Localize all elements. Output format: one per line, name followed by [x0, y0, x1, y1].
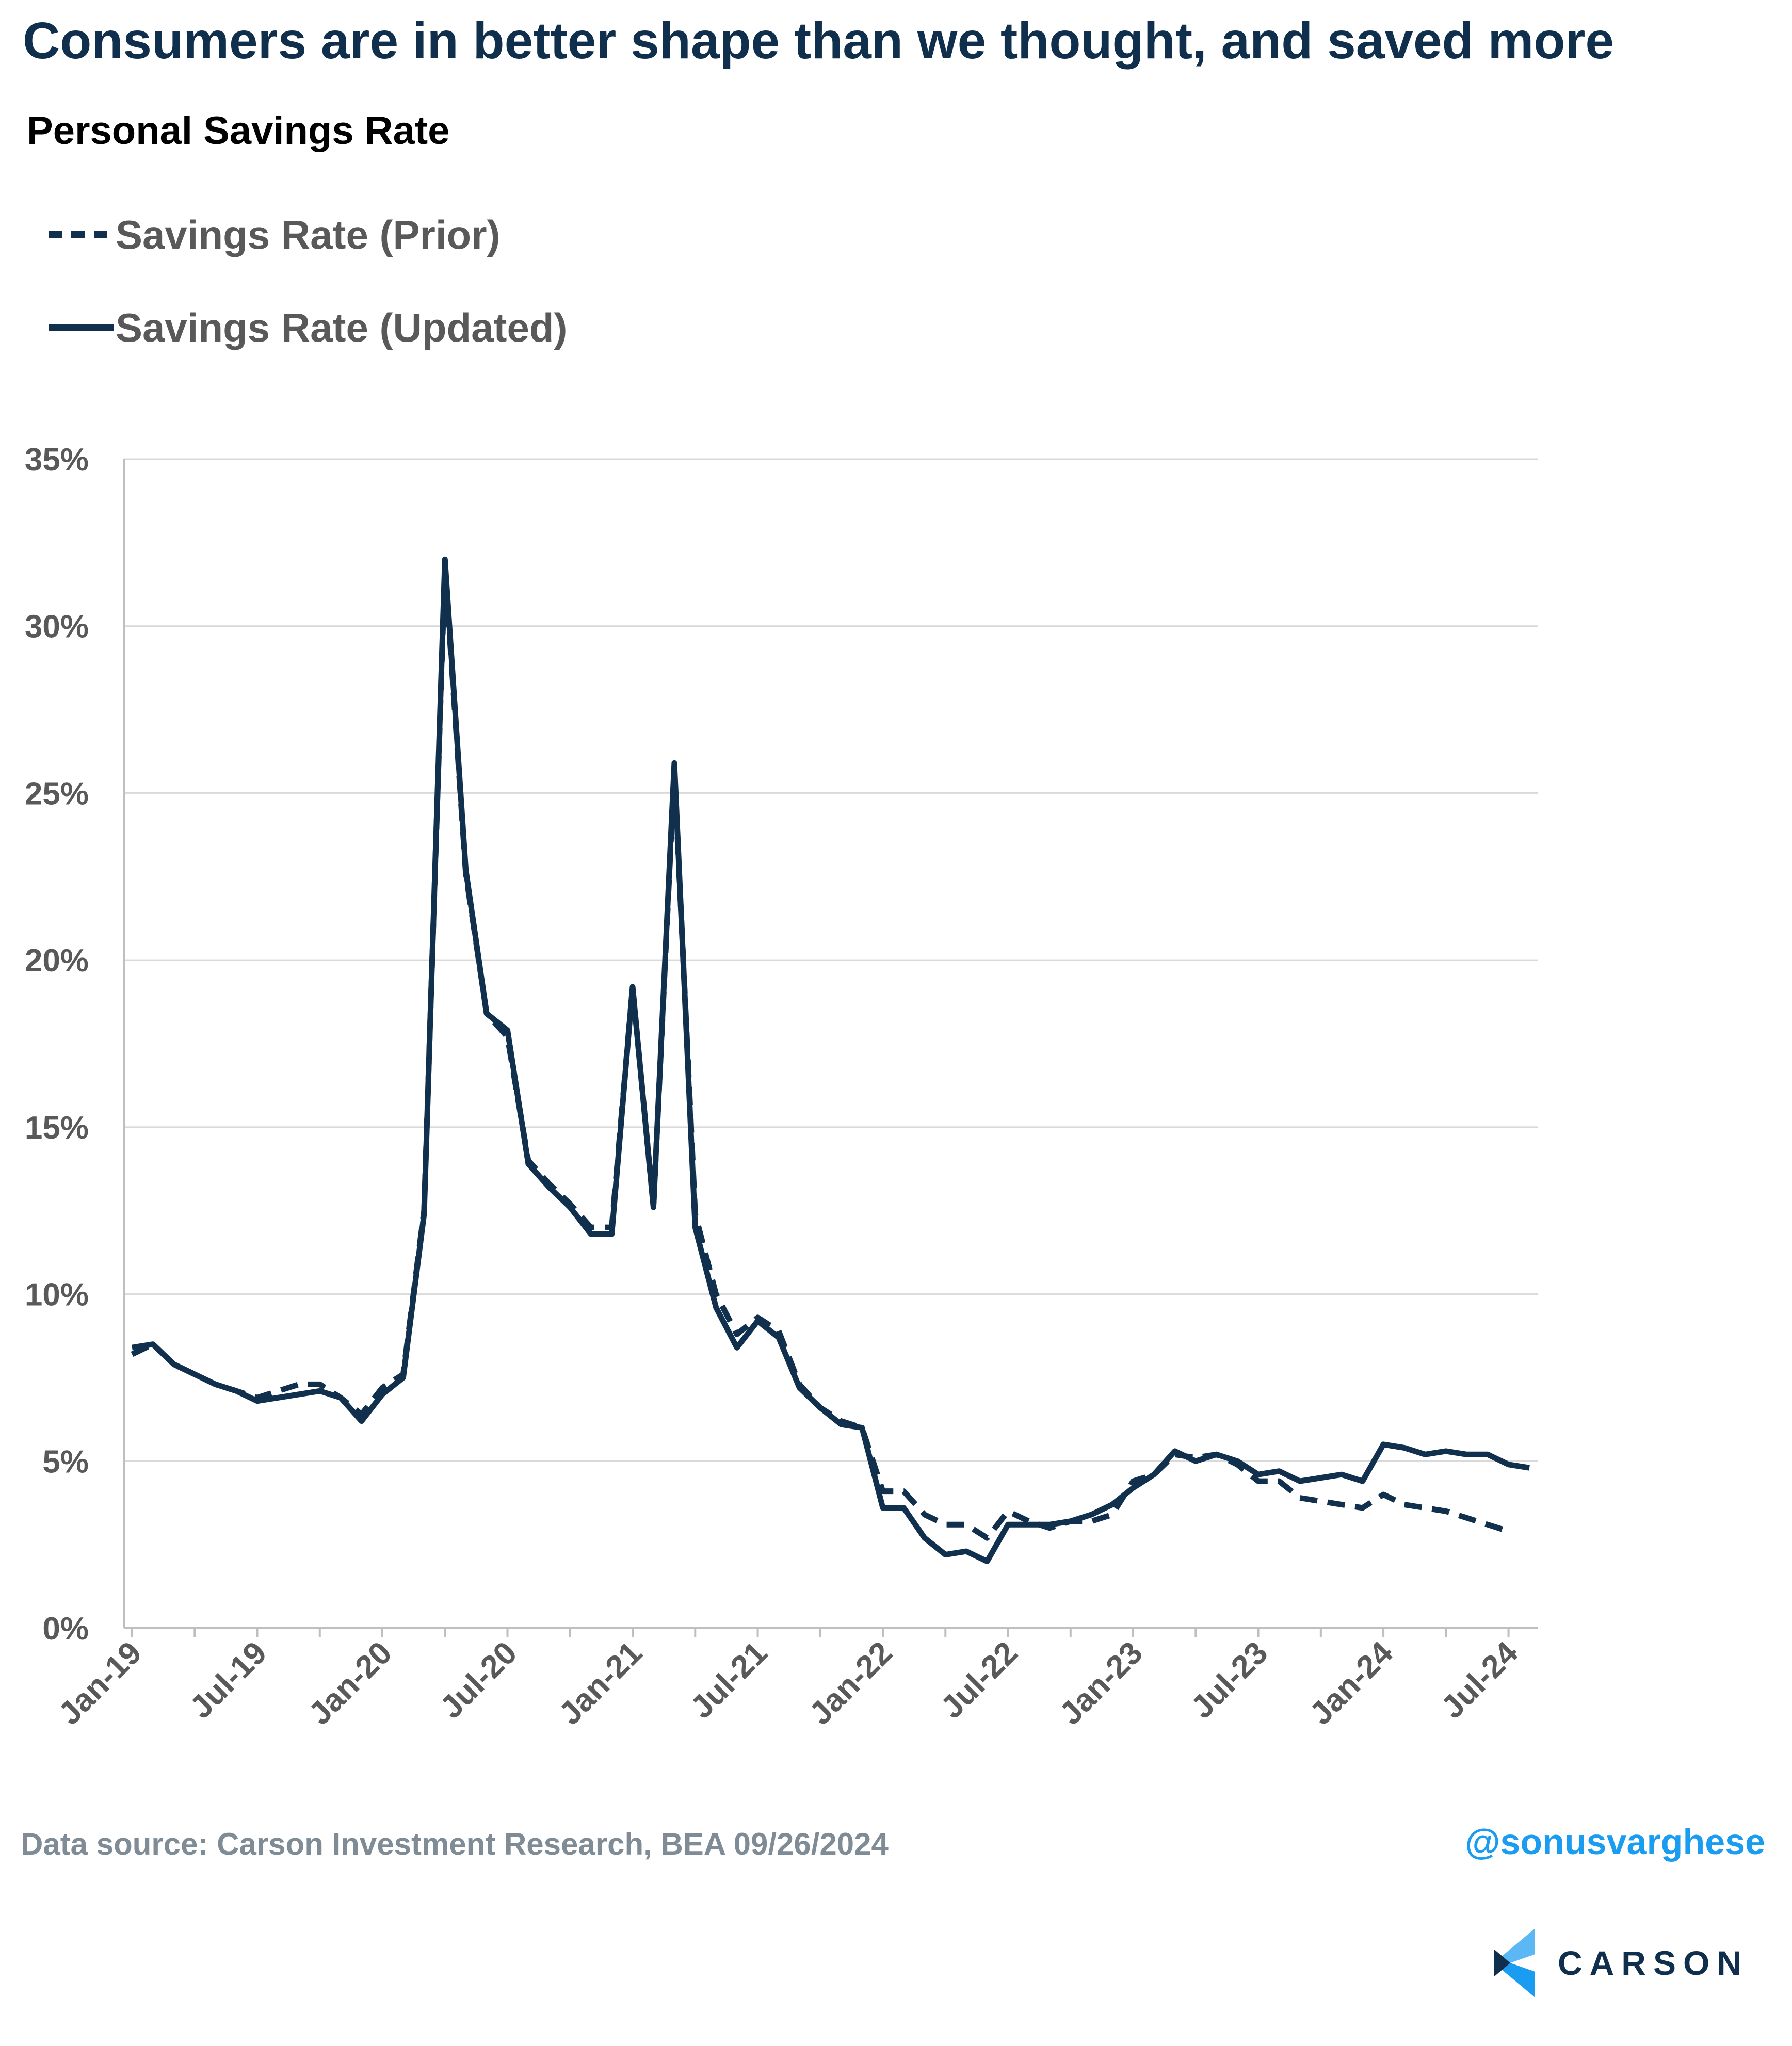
x-tick-label: Jul-23	[1184, 1635, 1275, 1726]
x-tick-label: Jan-23	[1053, 1635, 1150, 1732]
series-line-prior	[131, 563, 1510, 1541]
brand-name: CARSON	[1557, 1944, 1749, 1982]
y-tick-label: 15%	[25, 1110, 89, 1146]
y-tick-labels: 0% 5% 10% 15% 20% 25% 30% 35%	[25, 442, 89, 1647]
series-lines	[131, 556, 1530, 1564]
x-tick-label: Jul-22	[934, 1635, 1025, 1726]
axes	[123, 459, 1538, 1637]
y-tick-label: 30%	[25, 609, 89, 645]
legend-item-prior: Savings Rate (Prior)	[45, 209, 567, 261]
data-source-note: Data source: Carson Investment Research,…	[21, 1827, 889, 1861]
line-chart: 0% 5% 10% 15% 20% 25% 30% 35% Jan-19 Jul-19 Jan-2…	[25, 442, 1538, 1732]
y-tick-label: 0%	[42, 1611, 89, 1647]
x-tick-label: Jan-19	[52, 1635, 149, 1732]
x-tick-label: Jul-20	[433, 1635, 524, 1726]
chart-title: Consumers are in better shape than we th…	[23, 12, 1614, 70]
legend-label-updated: Savings Rate (Updated)	[116, 304, 568, 350]
grid-lines	[124, 458, 1538, 1462]
x-tick-label: Jul-19	[183, 1635, 274, 1726]
y-tick-label: 10%	[25, 1277, 89, 1313]
y-tick-label: 25%	[25, 776, 89, 811]
brand-logo: CARSON	[1490, 1924, 1749, 2002]
series-line-updated	[132, 556, 1530, 1564]
x-tick-label: Jan-22	[802, 1635, 899, 1732]
x-tick-label: Jul-21	[684, 1635, 774, 1726]
legend-dashed-line-icon	[49, 231, 114, 238]
y-tick-label: 5%	[42, 1444, 89, 1480]
x-tick-label: Jan-24	[1303, 1635, 1400, 1732]
x-tick-label: Jul-24	[1434, 1635, 1525, 1726]
x-tick-label: Jan-21	[552, 1635, 649, 1732]
legend-item-updated: Savings Rate (Updated)	[45, 302, 567, 353]
x-tick-label: Jan-20	[302, 1635, 399, 1732]
legend-solid-line-icon	[49, 324, 114, 331]
carson-logo-icon	[1493, 1928, 1535, 1998]
y-tick-label: 20%	[25, 943, 89, 979]
legend: Savings Rate (Prior) Savings Rate (Updat…	[45, 209, 567, 395]
chart-subtitle: Personal Savings Rate	[27, 109, 450, 153]
legend-label-prior: Savings Rate (Prior)	[116, 212, 501, 257]
y-tick-label: 35%	[25, 442, 89, 478]
author-handle-link[interactable]: @sonusvarghese	[1465, 1822, 1765, 1862]
x-tick-labels: Jan-19 Jul-19 Jan-20 Jul-20 Jan-21 Jul-21 Jan-…	[52, 1635, 1525, 1732]
